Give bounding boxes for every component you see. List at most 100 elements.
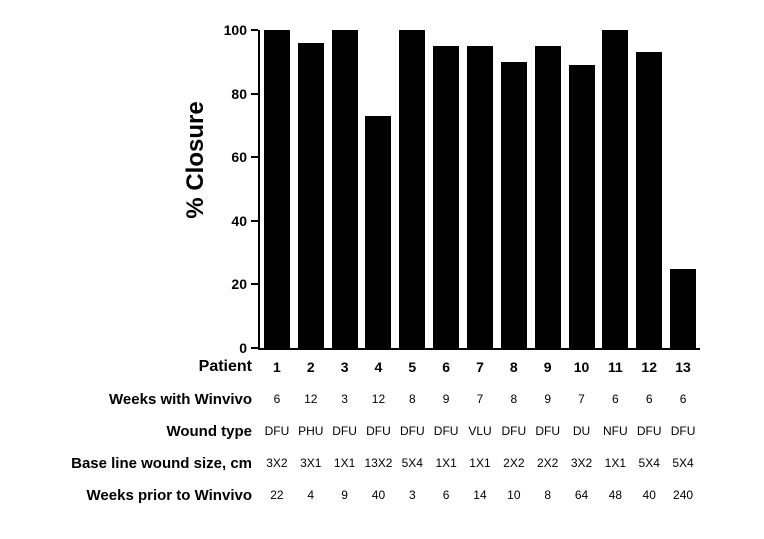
cell: 7 <box>578 392 585 406</box>
cell: 9 <box>544 392 552 406</box>
cell: 8 <box>509 359 518 375</box>
y-tick-label: 80 <box>231 85 247 102</box>
bars <box>260 30 700 348</box>
cell: 2 <box>306 359 315 375</box>
cell: DFU <box>535 424 560 438</box>
bar-patient-2 <box>297 42 324 348</box>
cell: 5X4 <box>638 456 660 470</box>
cell: 6 <box>273 392 281 406</box>
cell: 6 <box>679 392 687 406</box>
cell: 8 <box>408 392 416 406</box>
y-tick-label: 0 <box>239 340 247 356</box>
y-tick-mark <box>251 283 258 286</box>
bar-patient-3 <box>331 30 358 348</box>
cell: NFU <box>603 424 628 438</box>
table-row: Base line wound size, cm 3X2 3X1 1X1 13X2 5X4… <box>0 453 764 473</box>
y-tick-label: 60 <box>231 149 247 166</box>
row-label: Patient <box>198 358 252 375</box>
bar-patient-8 <box>500 61 527 348</box>
cell: DFU <box>399 424 425 438</box>
y-tick-label: 100 <box>223 22 247 38</box>
row-label: Weeks prior to Winvivo <box>86 486 252 504</box>
bar-slot <box>531 30 565 348</box>
cell: 4 <box>307 488 315 502</box>
y-tick-label: 20 <box>231 276 247 293</box>
cell: 40 <box>371 488 386 502</box>
cell: DFU <box>366 424 391 438</box>
cell: 9 <box>543 359 552 375</box>
y-tick-label: 40 <box>231 212 247 229</box>
bar-slot <box>565 30 599 348</box>
cell: 9 <box>442 392 450 406</box>
table-row: Weeks with Winvivo 6 12 3 12 8 9 7 8 9 7 6 6 6 <box>0 389 764 409</box>
bar-patient-6 <box>433 45 460 348</box>
cell: 7 <box>476 392 484 406</box>
data-rows: Patient 1 2 3 4 5 6 7 8 9 10 11 12 13 Weeks with Winvi… <box>0 357 764 517</box>
cell: 48 <box>608 488 623 502</box>
cell: 12 <box>304 392 318 406</box>
cell: VLU <box>468 424 492 438</box>
cell: 1X1 <box>435 456 457 470</box>
row-label: Weeks with Winvivo <box>109 390 252 408</box>
cell: 13X2 <box>364 456 393 470</box>
cell: 5 <box>408 359 417 375</box>
y-tick: 100 <box>224 23 258 37</box>
bar-patient-10 <box>568 64 595 348</box>
cell: 5X4 <box>672 456 694 470</box>
cell: 3X1 <box>300 456 322 470</box>
cell: 6 <box>645 392 653 406</box>
cell: 22 <box>270 488 284 502</box>
y-tick-mark <box>251 219 258 222</box>
cell: 10 <box>507 488 521 502</box>
cell: 3X2 <box>266 456 288 470</box>
cell: 12 <box>371 392 386 406</box>
bar-slot <box>497 30 531 348</box>
cell: 6 <box>442 488 450 502</box>
cell: 64 <box>574 488 589 502</box>
bar-slot <box>666 30 700 348</box>
cell: 3 <box>341 392 348 406</box>
table-row: Patient 1 2 3 4 5 6 7 8 9 10 11 12 13 <box>0 357 764 377</box>
cell: 40 <box>642 488 656 502</box>
y-tick-mark <box>251 29 258 31</box>
y-tick: 80 <box>231 87 258 101</box>
cell: 1X1 <box>333 456 356 470</box>
y-tick: 0 <box>239 341 258 355</box>
cell: 9 <box>341 488 348 502</box>
y-tick-mark <box>251 347 258 349</box>
row-label: Wound type <box>166 422 252 440</box>
row-values: 1 2 3 4 5 6 7 8 9 10 11 12 13 <box>260 359 700 375</box>
cell: 240 <box>673 488 694 502</box>
bar-slot <box>294 30 328 348</box>
row-label: Base line wound size, cm <box>71 454 252 472</box>
cell: DFU <box>501 424 527 438</box>
bar-slot <box>328 30 362 348</box>
bar-slot <box>260 30 294 348</box>
bar-patient-12 <box>636 52 663 348</box>
cell: DFU <box>670 424 696 438</box>
bar-patient-4 <box>365 115 392 348</box>
cell: PHU <box>298 424 324 438</box>
bar-patient-1 <box>263 30 290 348</box>
cell: 3 <box>340 359 349 375</box>
bar-slot <box>395 30 429 348</box>
cell: 5X4 <box>401 456 423 470</box>
table-row: Weeks prior to Winvivo 22 4 9 40 3 6 14 10 8 64 48 4… <box>0 485 764 505</box>
cell: 4 <box>374 359 383 375</box>
bar-slot <box>362 30 396 348</box>
plot-area <box>258 30 700 350</box>
cell: 6 <box>442 359 451 375</box>
bar-patient-13 <box>670 268 697 348</box>
cell: 12 <box>641 359 657 375</box>
cell: DU <box>572 424 591 438</box>
bar-slot <box>463 30 497 348</box>
cell: 2X2 <box>536 456 559 470</box>
cell: 8 <box>544 488 552 502</box>
cell: 1X1 <box>469 456 491 470</box>
bar-slot <box>598 30 632 348</box>
y-axis-ticks: 0 20 40 60 80 100 <box>204 23 258 355</box>
cell: 3 <box>408 488 416 502</box>
table-row: Wound type DFU PHU DFU DFU DFU DFU VLU DFU DFU DU N… <box>0 421 764 441</box>
cell: 13 <box>675 359 691 375</box>
